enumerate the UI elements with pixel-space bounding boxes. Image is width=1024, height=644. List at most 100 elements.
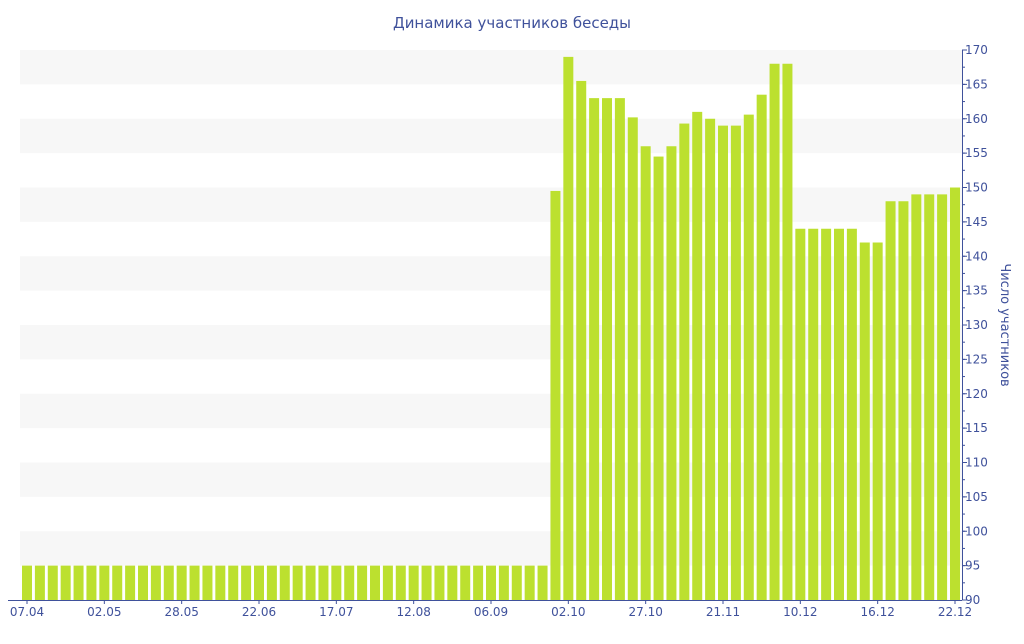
bar [138, 565, 148, 600]
bar [563, 56, 574, 600]
bar [331, 565, 342, 600]
x-tick-label: 22.06 [242, 605, 276, 619]
bar [241, 565, 252, 600]
bar [808, 228, 819, 600]
x-tick-label: 07.04 [10, 605, 44, 619]
x-tick-label: 12.08 [396, 605, 430, 619]
bar [292, 565, 303, 600]
bar [434, 565, 445, 600]
bar [60, 565, 71, 600]
bar [357, 565, 368, 600]
bar [576, 80, 587, 600]
y-tick-label: 165 [965, 77, 988, 91]
x-tick-label: 02.10 [551, 605, 585, 619]
bar [614, 98, 625, 600]
bar [34, 565, 45, 600]
bar [254, 565, 264, 600]
bar [589, 98, 600, 600]
bar [382, 565, 393, 600]
bar [640, 146, 651, 600]
x-tick-label: 22.12 [938, 605, 972, 619]
x-tick-label: 06.09 [474, 605, 508, 619]
x-tick-label: 10.12 [783, 605, 817, 619]
bar [176, 565, 187, 600]
bar [215, 565, 226, 600]
bar [228, 565, 239, 600]
bar [395, 565, 406, 600]
bar [163, 565, 174, 600]
bar [22, 565, 32, 600]
bar [743, 114, 754, 600]
x-tick-label: 21.11 [706, 605, 740, 619]
grid-band [20, 393, 962, 429]
y-tick-label: 155 [965, 146, 988, 160]
bar [937, 194, 948, 600]
grid-band [20, 325, 962, 360]
bar [692, 111, 703, 600]
x-tick-label: 16.12 [860, 605, 894, 619]
y-axis-label: Число участников [997, 263, 1012, 386]
bar [112, 565, 123, 600]
bar [602, 98, 612, 600]
bar [99, 565, 110, 600]
bar [730, 125, 741, 600]
bar [150, 565, 161, 600]
y-tick-label: 150 [965, 181, 988, 195]
bar [666, 146, 677, 600]
x-axis: 07.04 02.05 28.05 22.06 17.07 12.08 06.09 02.10… [8, 600, 972, 619]
bar [885, 201, 896, 600]
bar [189, 565, 200, 600]
bar [279, 565, 290, 600]
x-tick-label: 02.05 [87, 605, 121, 619]
bar [653, 156, 664, 600]
y-tick-label: 120 [965, 387, 988, 401]
bar [924, 194, 935, 600]
x-tick-label: 27.10 [628, 605, 662, 619]
y-tick-label: 140 [965, 249, 988, 263]
y-tick-label: 135 [965, 284, 988, 298]
y-tick-label: 170 [965, 43, 988, 57]
grid-band [20, 462, 962, 497]
y-tick-label: 160 [965, 112, 988, 126]
bar [834, 228, 844, 600]
y-tick-label: 145 [965, 215, 988, 229]
bar [821, 228, 832, 600]
bar [627, 117, 638, 600]
bar [498, 565, 509, 600]
bar [756, 94, 767, 600]
bar [846, 228, 857, 600]
bar [898, 201, 909, 600]
y-tick-label: 105 [965, 490, 988, 504]
bar [202, 565, 213, 600]
grid-band [20, 531, 962, 566]
bar [447, 565, 458, 600]
bar [486, 565, 496, 600]
bar [408, 565, 419, 600]
bar [795, 228, 806, 600]
chart-title: Динамика участников беседы [393, 14, 631, 32]
bar [344, 565, 355, 600]
x-tick-label: 28.05 [164, 605, 198, 619]
bar [86, 565, 97, 600]
bar [782, 63, 793, 600]
bar [769, 63, 780, 600]
grid-band [20, 118, 962, 154]
y-tick-label: 115 [965, 421, 988, 435]
bar [370, 565, 380, 600]
y-tick-label: 100 [965, 524, 988, 538]
bar [950, 187, 960, 600]
bar [473, 565, 484, 600]
bar [47, 565, 58, 600]
y-tick-label: 110 [965, 456, 988, 470]
bar [911, 194, 922, 600]
bar [705, 118, 716, 600]
bar [537, 565, 548, 600]
bar [318, 565, 329, 600]
bar [421, 565, 432, 600]
bar [859, 242, 870, 600]
bar [266, 565, 277, 600]
bar [718, 125, 728, 600]
bar [73, 565, 84, 600]
bar [524, 565, 535, 600]
